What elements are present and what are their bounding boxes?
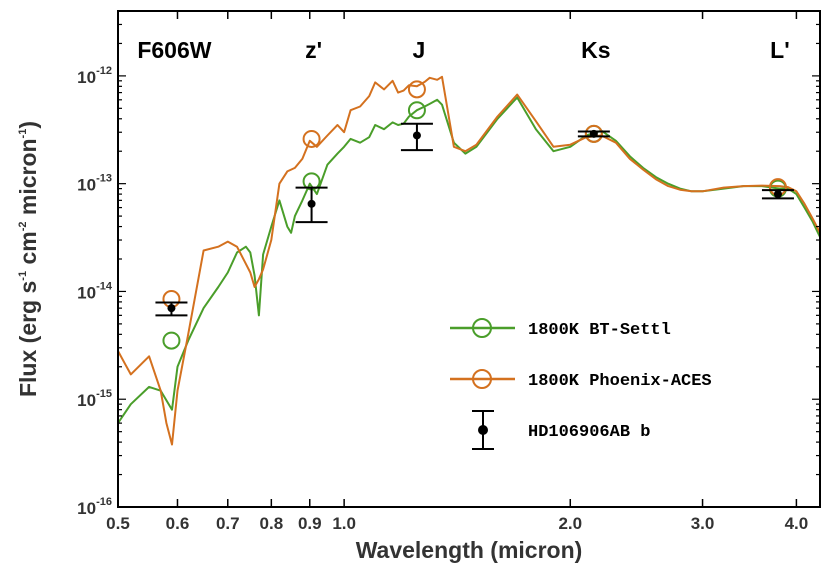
x-tick-label: 2.0 [558,514,582,533]
band-labels: F606W z' J Ks L' [137,37,789,63]
legend-swatch-marker [472,369,492,389]
legend-label: HD106906AB b [528,423,650,442]
model-point [584,124,603,143]
data-point [167,304,176,313]
x-axis-ticks: 0.5 0.6 0.7 0.8 0.9 1.0 2.0 3.0 4.0 [106,11,808,533]
x-tick-label: 1.0 [332,514,356,533]
x-tick-label: 0.6 [166,514,190,533]
y-axis-title: Flux (erg s-1 cm-2 micron-1) [15,121,41,397]
x-tick-label: 0.5 [106,514,130,533]
band-label: L' [770,37,790,63]
y-tick-label: 10-14 [77,280,113,302]
data-point [589,129,598,138]
x-tick-label: 0.9 [298,514,322,533]
y-tick-label: 10-13 [77,173,112,195]
model-point [302,129,321,148]
y-tick-label: 10-15 [77,388,112,410]
band-label: z' [305,37,322,63]
data-point [412,131,421,140]
data-point [773,190,782,199]
model-point [407,80,426,99]
model-curves [118,75,820,446]
x-axis-title: Wavelength (micron) [356,537,583,563]
series-line [118,75,820,446]
y-tick-label: 10-12 [77,65,112,87]
data-point [307,199,316,208]
legend-label: 1800K Phoenix-ACES [528,372,712,391]
series-line [118,96,820,424]
x-tick-label: 3.0 [691,514,715,533]
x-tick-label: 4.0 [785,514,809,533]
legend-label: 1800K BT-Settl [528,321,671,340]
x-tick-label: 0.7 [216,514,240,533]
band-label: Ks [581,37,610,63]
band-label: F606W [137,37,211,63]
legend-point [478,425,488,435]
model-point [162,331,181,350]
photometry-markers [155,80,794,350]
legend-swatch-marker [472,318,492,338]
y-tick-label: 10-16 [77,496,112,518]
x-tick-label: 0.8 [260,514,284,533]
model-point [407,101,426,120]
y-axis-ticks: 10-16 10-15 10-14 10-13 10-12 [77,10,820,518]
legend: 1800K BT-Settl 1800K Phoenix-ACES HD106906… [450,318,712,450]
band-label: J [413,37,426,63]
